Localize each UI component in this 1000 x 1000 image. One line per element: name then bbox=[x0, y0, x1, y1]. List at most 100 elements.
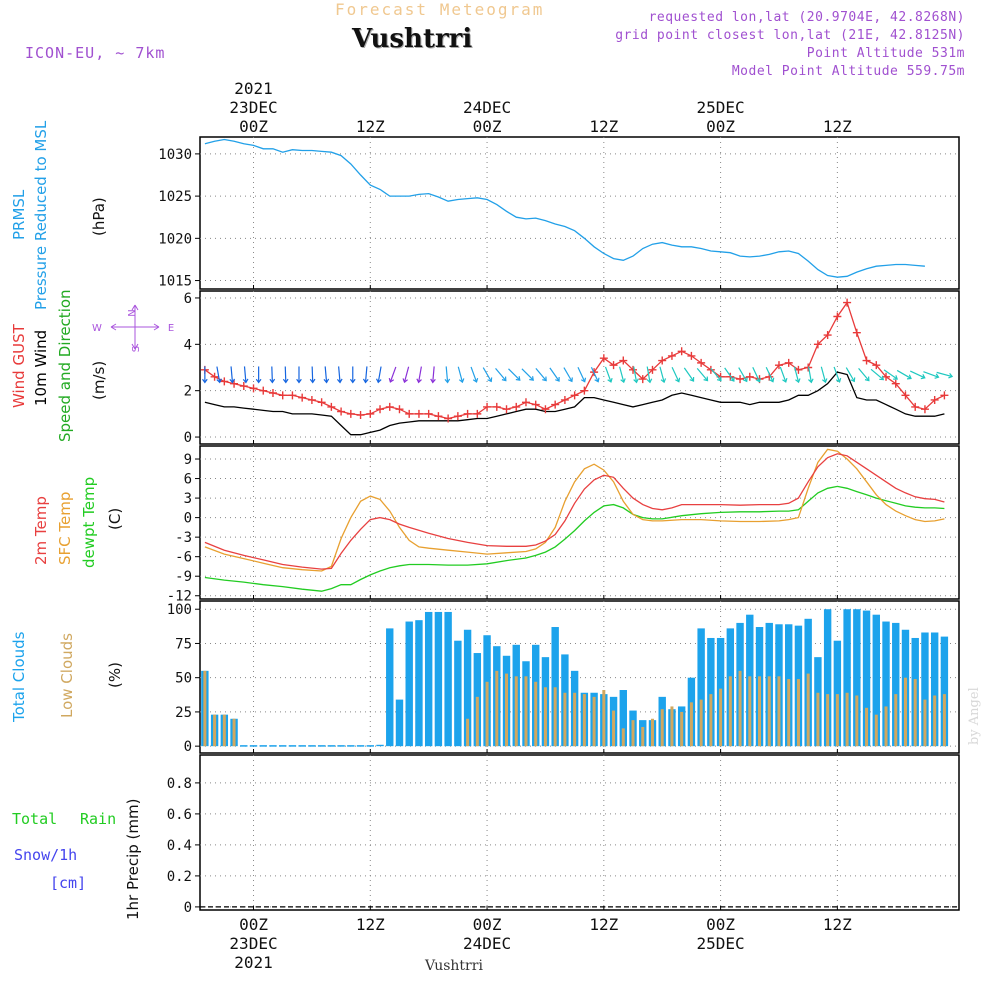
compass-s: S bbox=[131, 346, 142, 352]
time-label-bottom: 2021 bbox=[234, 953, 273, 972]
y-tick-label: 4 bbox=[184, 337, 192, 353]
gust-marker bbox=[706, 365, 715, 374]
y-tick-label: 0 bbox=[184, 900, 192, 916]
wind-direction-arrow bbox=[296, 366, 302, 384]
panel-frame bbox=[199, 136, 960, 290]
gust-marker bbox=[541, 405, 550, 414]
gust-marker bbox=[521, 398, 530, 407]
wind-direction-arrow bbox=[508, 368, 521, 381]
temp2m-label: 2m Temp bbox=[32, 496, 50, 565]
total-clouds-bar bbox=[648, 720, 657, 747]
total-clouds-bar bbox=[765, 622, 773, 747]
total-clouds-bar bbox=[697, 628, 705, 747]
gust-marker bbox=[901, 391, 910, 400]
total-clouds-bar bbox=[668, 709, 676, 747]
low-clouds-bar bbox=[748, 676, 752, 747]
pressure-label-2: Pressure Reduced to MSL bbox=[32, 120, 50, 310]
total-clouds-bar bbox=[600, 694, 608, 747]
gust-marker bbox=[512, 402, 521, 411]
pressure-label-1: PRMSL bbox=[10, 189, 28, 240]
wind-direction-arrow bbox=[457, 366, 465, 384]
gust-marker bbox=[891, 379, 900, 388]
gust-marker bbox=[755, 375, 764, 384]
total-clouds-bar bbox=[317, 745, 326, 747]
wind-direction-arrow bbox=[362, 366, 369, 384]
gust-marker bbox=[940, 391, 949, 400]
total-clouds-bar bbox=[930, 632, 939, 747]
total-clouds-bar bbox=[833, 640, 842, 747]
wind-direction-arrow bbox=[202, 366, 208, 384]
low-clouds-bar bbox=[514, 676, 518, 747]
gust-marker bbox=[774, 361, 783, 370]
total-clouds-bar bbox=[746, 614, 754, 747]
gust-marker bbox=[599, 354, 608, 363]
low-clouds-bar bbox=[689, 702, 693, 747]
temp-2m-line bbox=[204, 453, 945, 570]
total-clouds-bar bbox=[590, 692, 598, 747]
total-clouds-bar bbox=[901, 629, 910, 747]
gust-marker bbox=[220, 377, 229, 386]
low-clouds-bar bbox=[680, 711, 684, 747]
total-clouds-bar bbox=[794, 625, 803, 747]
requested-coords: requested lon,lat (20.9704E, 42.8268N) bbox=[648, 10, 965, 25]
snow-unit-label: [cm] bbox=[50, 874, 86, 892]
gust-marker bbox=[249, 384, 258, 393]
total-clouds-bar bbox=[210, 714, 219, 747]
time-label-bottom: 00Z bbox=[239, 915, 268, 934]
y-tick-label: 1025 bbox=[158, 189, 192, 205]
gust-marker bbox=[385, 402, 394, 411]
gust-marker bbox=[794, 365, 803, 374]
gust-marker bbox=[337, 407, 346, 416]
gust-marker bbox=[862, 356, 871, 365]
time-label-bottom: 12Z bbox=[823, 915, 852, 934]
app-title: Forecast Meteogram bbox=[335, 0, 545, 19]
time-label-bottom: 12Z bbox=[356, 915, 385, 934]
gust-marker bbox=[453, 412, 462, 421]
model-altitude: Model Point Altitude 559.75m bbox=[731, 64, 965, 79]
low-clouds-bar bbox=[485, 681, 489, 747]
pressure-line bbox=[204, 138, 925, 278]
total-clouds-bar bbox=[249, 745, 258, 747]
gust-marker bbox=[745, 372, 754, 381]
low-clouds-bar bbox=[641, 726, 645, 747]
gust-marker bbox=[376, 405, 385, 414]
gust-marker bbox=[687, 351, 696, 360]
low-clouds-bar bbox=[787, 679, 791, 747]
gust-marker bbox=[405, 409, 414, 418]
low-clouds-bar bbox=[699, 699, 703, 747]
gust-marker bbox=[648, 365, 657, 374]
gust-marker bbox=[200, 365, 209, 374]
total-clouds-bar bbox=[619, 690, 627, 747]
wind-direction-arrow bbox=[521, 368, 534, 381]
gust-marker bbox=[882, 372, 891, 381]
precip-axis-label: 1hr Precip (mm) bbox=[124, 799, 142, 920]
time-label-bottom: 24DEC bbox=[463, 934, 511, 953]
total-clouds-bar bbox=[862, 610, 871, 747]
total-clouds-bar bbox=[347, 745, 355, 747]
compass-e: E bbox=[168, 323, 174, 334]
gust-label: Wind GUST bbox=[10, 323, 28, 408]
y-tick-label: -3 bbox=[175, 530, 192, 546]
gust-marker bbox=[726, 372, 735, 381]
time-label-top: 2021 bbox=[234, 79, 273, 98]
time-label-top: 25DEC bbox=[697, 98, 745, 117]
low-clouds-bar bbox=[222, 714, 226, 747]
wind-direction-arrow bbox=[779, 366, 788, 383]
total-clouds-bar bbox=[405, 621, 413, 747]
low-clouds-bar bbox=[582, 694, 586, 747]
total-clouds-bar bbox=[269, 745, 277, 747]
gust-marker bbox=[911, 402, 920, 411]
gust-marker bbox=[268, 389, 277, 397]
total-clouds-bar bbox=[726, 628, 735, 747]
gust-marker bbox=[444, 414, 453, 423]
gust-marker bbox=[210, 372, 219, 381]
gust-marker bbox=[920, 405, 929, 414]
low-clouds-bar bbox=[631, 720, 635, 747]
low-clouds-bar bbox=[758, 676, 762, 747]
point-altitude: Point Altitude 531m bbox=[806, 46, 965, 61]
low-clouds-bar bbox=[543, 687, 547, 747]
total-clouds-bar bbox=[736, 622, 744, 747]
low-clouds-bar bbox=[524, 676, 528, 747]
gust-marker bbox=[619, 356, 628, 365]
dewpoint-line bbox=[204, 485, 945, 592]
